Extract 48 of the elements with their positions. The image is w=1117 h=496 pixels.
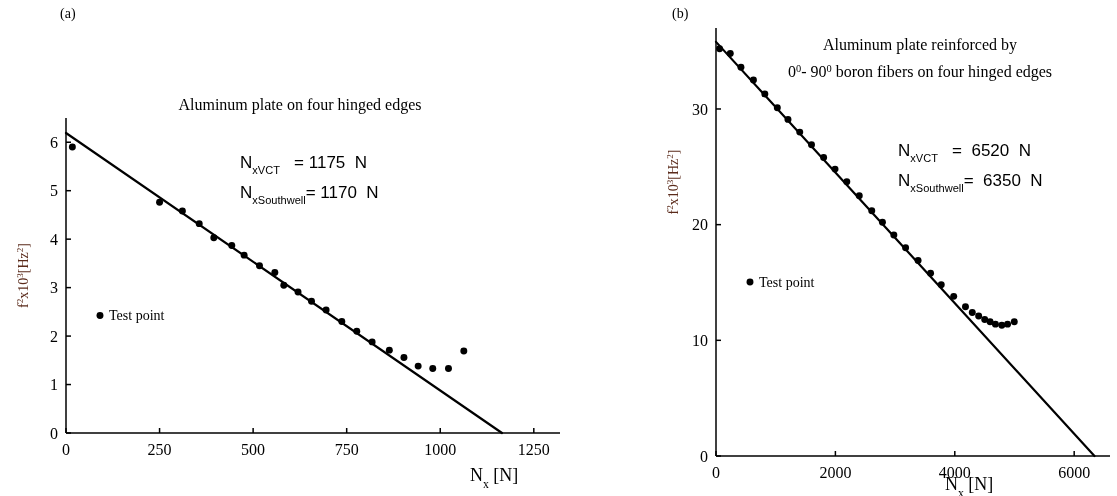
x-tick-label: 750 xyxy=(334,441,359,458)
point xyxy=(950,292,958,300)
point xyxy=(400,353,408,361)
y-tick-label: 6 xyxy=(50,133,58,151)
annotation: N$_{x}$$_{Southwell}$= 1170 N xyxy=(240,183,379,206)
y-tick-label: 4 xyxy=(50,230,58,248)
text: N$_{x}$$_{VCT}$ = 1175 N xyxy=(240,153,368,176)
point xyxy=(460,347,468,355)
y-tick-label: 3 xyxy=(50,279,58,297)
y-tick-label: 20 xyxy=(692,216,708,234)
point xyxy=(68,143,76,151)
point xyxy=(271,269,279,277)
x-tick-label: 6000 xyxy=(1058,464,1091,481)
x-tick-label: 0 xyxy=(712,464,720,481)
x-tick-label: 1250 xyxy=(517,441,550,458)
chart-title: Aluminum plate on four hinged edges xyxy=(178,96,422,114)
y-tick-label: 30 xyxy=(692,100,708,118)
y-tick-label: 5 xyxy=(50,182,58,200)
x-tick-label: 500 xyxy=(241,441,266,458)
point xyxy=(445,365,452,373)
point xyxy=(1004,320,1012,328)
legend-label: Test point xyxy=(109,308,165,324)
point xyxy=(429,365,437,373)
y-tick-label: 1 xyxy=(50,376,58,394)
y-tick-label: 0 xyxy=(50,424,58,442)
point xyxy=(156,198,164,206)
point xyxy=(998,321,1006,329)
point xyxy=(1010,318,1018,326)
y-tick-label: 2 xyxy=(50,327,58,345)
point xyxy=(975,312,983,320)
annotation: N$_{x}$$_{Southwell}$= 6350 N xyxy=(898,171,1043,194)
point xyxy=(385,346,393,354)
x-tick-label: 2000 xyxy=(819,464,852,481)
chart-title: Aluminum plate reinforced by 0$^{0}$- 90$^{0}$ boron fibers on four hinged edges xyxy=(787,36,1053,80)
point xyxy=(962,303,969,311)
point xyxy=(981,316,989,323)
y-tick-label: 10 xyxy=(692,331,708,349)
x-tick-label: 0 xyxy=(62,441,70,458)
point xyxy=(968,309,976,317)
x-tick-label: 250 xyxy=(147,441,172,458)
text: (a) xyxy=(60,6,76,22)
x-tick-label: 1000 xyxy=(424,441,457,458)
x-axis-title: N$_{x}$ [N] xyxy=(470,465,519,491)
point xyxy=(414,362,422,370)
legend-label: Test point xyxy=(759,274,815,290)
point xyxy=(991,320,999,328)
text: (b) xyxy=(672,6,689,22)
text: N$_{x}$$_{VCT}$ = 6520 N xyxy=(898,141,1032,164)
